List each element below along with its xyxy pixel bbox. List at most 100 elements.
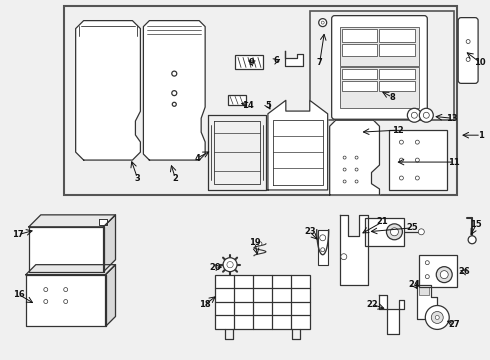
Bar xyxy=(390,130,447,190)
Circle shape xyxy=(64,300,68,303)
FancyBboxPatch shape xyxy=(458,18,478,84)
Polygon shape xyxy=(75,21,141,160)
Bar xyxy=(340,27,419,66)
Circle shape xyxy=(436,267,452,283)
Circle shape xyxy=(416,158,419,162)
Circle shape xyxy=(341,254,347,260)
Circle shape xyxy=(425,261,429,265)
Circle shape xyxy=(399,140,403,144)
Circle shape xyxy=(387,224,402,240)
Bar xyxy=(419,287,429,294)
Text: 7: 7 xyxy=(317,58,322,67)
Text: 25: 25 xyxy=(407,223,418,232)
Circle shape xyxy=(431,311,443,323)
Bar xyxy=(235,55,263,69)
Circle shape xyxy=(416,140,419,144)
Polygon shape xyxy=(330,120,379,195)
Polygon shape xyxy=(268,100,328,190)
Circle shape xyxy=(440,271,448,279)
Text: 27: 27 xyxy=(448,320,460,329)
Circle shape xyxy=(343,168,346,171)
Polygon shape xyxy=(29,215,116,227)
Circle shape xyxy=(355,180,358,183)
Circle shape xyxy=(416,176,419,180)
Polygon shape xyxy=(29,227,103,272)
Text: 20: 20 xyxy=(209,263,221,272)
Circle shape xyxy=(355,156,358,159)
Circle shape xyxy=(321,21,324,24)
Circle shape xyxy=(355,168,358,171)
Bar xyxy=(310,11,454,120)
Polygon shape xyxy=(417,285,437,319)
Text: 15: 15 xyxy=(470,220,482,229)
Polygon shape xyxy=(26,265,116,275)
Circle shape xyxy=(172,71,177,76)
Bar xyxy=(64,6,457,195)
Circle shape xyxy=(418,229,424,235)
Circle shape xyxy=(425,306,449,329)
Text: 10: 10 xyxy=(474,58,486,67)
Polygon shape xyxy=(103,215,116,272)
Circle shape xyxy=(435,315,439,319)
Bar xyxy=(342,69,377,79)
Text: 2: 2 xyxy=(172,174,178,183)
Bar xyxy=(342,81,377,91)
Circle shape xyxy=(343,156,346,159)
Bar xyxy=(379,28,416,41)
Bar xyxy=(228,95,246,105)
Circle shape xyxy=(321,248,325,252)
FancyBboxPatch shape xyxy=(332,15,427,119)
Text: 22: 22 xyxy=(367,300,378,309)
Bar xyxy=(215,275,310,329)
Bar xyxy=(342,44,377,57)
Bar xyxy=(340,67,419,108)
Circle shape xyxy=(468,236,476,244)
Bar xyxy=(365,218,404,246)
Polygon shape xyxy=(379,294,404,334)
Text: 8: 8 xyxy=(390,93,395,102)
Polygon shape xyxy=(144,21,205,160)
Circle shape xyxy=(64,288,68,292)
Circle shape xyxy=(399,176,403,180)
Text: 4: 4 xyxy=(194,154,200,163)
Text: 23: 23 xyxy=(304,227,316,236)
Polygon shape xyxy=(26,275,105,327)
Circle shape xyxy=(423,112,429,118)
Circle shape xyxy=(44,300,48,303)
Circle shape xyxy=(419,108,433,122)
Text: 12: 12 xyxy=(392,126,403,135)
Text: 3: 3 xyxy=(135,174,140,183)
Bar xyxy=(379,69,416,79)
Text: 5: 5 xyxy=(265,101,271,110)
Circle shape xyxy=(172,102,176,106)
Circle shape xyxy=(412,112,417,118)
Circle shape xyxy=(318,19,327,27)
Circle shape xyxy=(466,58,470,62)
Text: 6: 6 xyxy=(274,56,280,65)
Text: 17: 17 xyxy=(12,230,24,239)
Bar xyxy=(379,44,416,57)
Circle shape xyxy=(258,242,262,246)
Circle shape xyxy=(425,275,429,279)
Circle shape xyxy=(223,258,237,272)
Polygon shape xyxy=(105,265,116,327)
Circle shape xyxy=(227,261,233,268)
Text: 14: 14 xyxy=(242,101,254,110)
Circle shape xyxy=(391,228,398,236)
Text: 21: 21 xyxy=(377,217,389,226)
Text: 1: 1 xyxy=(478,131,484,140)
Text: 13: 13 xyxy=(446,114,458,123)
Text: 11: 11 xyxy=(448,158,460,167)
Text: 19: 19 xyxy=(249,238,261,247)
Bar xyxy=(318,230,328,265)
Circle shape xyxy=(319,235,326,241)
Bar xyxy=(379,81,416,91)
Circle shape xyxy=(399,158,403,162)
Circle shape xyxy=(407,108,421,122)
Text: 16: 16 xyxy=(13,290,25,299)
Circle shape xyxy=(44,288,48,292)
Polygon shape xyxy=(285,50,303,67)
Circle shape xyxy=(466,40,470,44)
Text: 18: 18 xyxy=(199,300,211,309)
Bar xyxy=(342,28,377,41)
